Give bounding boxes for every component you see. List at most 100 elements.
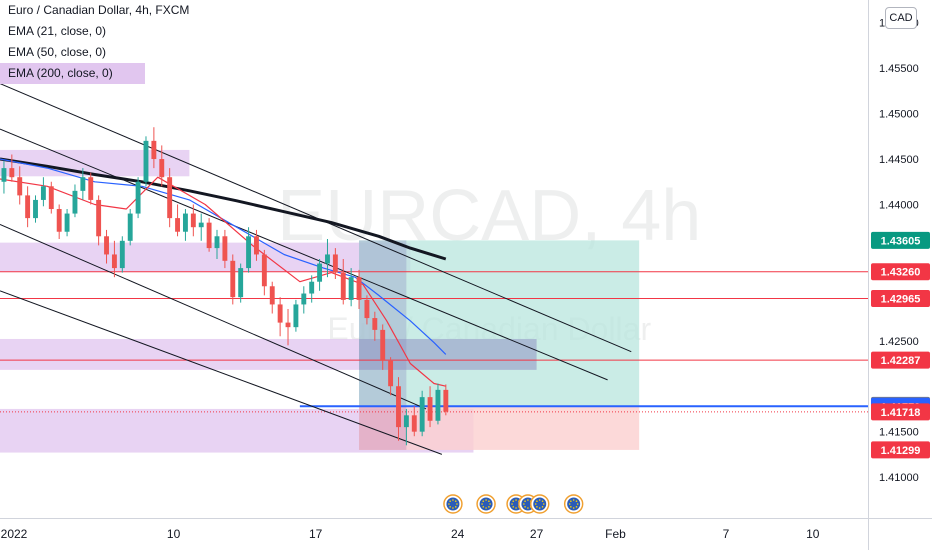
candle-body bbox=[119, 240, 125, 269]
candle-body bbox=[159, 159, 165, 178]
candle-body bbox=[269, 286, 275, 305]
candle bbox=[17, 166, 23, 205]
flag-star bbox=[449, 500, 451, 502]
candle bbox=[325, 239, 330, 278]
candle-body bbox=[25, 195, 31, 219]
candle-body bbox=[198, 222, 204, 228]
candle bbox=[9, 154, 15, 182]
currency-button[interactable]: CAD bbox=[885, 7, 917, 29]
time-tick-label: 17 bbox=[309, 527, 323, 541]
flag-star bbox=[527, 499, 529, 501]
price-badge-label: 1.41718 bbox=[881, 407, 921, 419]
price-tick-label: 1.44500 bbox=[879, 154, 919, 166]
flag-star bbox=[538, 507, 541, 509]
price-badge-bg bbox=[871, 231, 930, 249]
flag-star bbox=[488, 506, 490, 508]
candle-body bbox=[301, 293, 307, 305]
price-tick-label: 1.42500 bbox=[879, 336, 919, 348]
candle bbox=[348, 268, 354, 307]
flag-star bbox=[512, 500, 515, 502]
flag-star bbox=[512, 506, 515, 508]
candle-body bbox=[190, 213, 196, 228]
flag-star bbox=[452, 507, 454, 509]
candle-body bbox=[1, 168, 7, 182]
candle bbox=[411, 406, 417, 437]
candle bbox=[80, 168, 86, 200]
candle bbox=[72, 184, 78, 218]
candle-body bbox=[443, 389, 449, 412]
ema-50-line bbox=[0, 158, 447, 355]
candle bbox=[88, 172, 94, 205]
candle bbox=[277, 297, 283, 337]
ema-200-line bbox=[0, 157, 447, 261]
flag-star bbox=[482, 500, 485, 502]
candle-body bbox=[167, 177, 173, 219]
price-tick-label: 1.41000 bbox=[879, 472, 919, 484]
candle-body bbox=[222, 236, 228, 261]
candle bbox=[364, 295, 370, 325]
flag-star bbox=[481, 503, 483, 505]
candle-body bbox=[96, 199, 102, 237]
price-badge-bg bbox=[871, 263, 930, 281]
flag-star bbox=[452, 499, 454, 501]
candle-body bbox=[277, 304, 283, 323]
candle bbox=[143, 136, 149, 187]
candle bbox=[261, 249, 267, 296]
candle-body bbox=[64, 213, 70, 232]
candle bbox=[419, 390, 425, 437]
candle bbox=[443, 384, 449, 416]
chart-legend: Euro / Canadian Dollar, 4h, FXCM EMA (21… bbox=[0, 0, 189, 84]
candle-body bbox=[356, 277, 362, 300]
price-badge: 1.43260 bbox=[871, 263, 930, 281]
candle-body bbox=[317, 263, 323, 282]
candle bbox=[135, 177, 141, 219]
legend-ema-200[interactable]: EMA (200, close, 0) bbox=[0, 63, 145, 84]
flag-star bbox=[570, 500, 572, 502]
flag-star bbox=[534, 503, 537, 505]
price-badge-label: 1.41299 bbox=[881, 445, 921, 457]
flag-star bbox=[575, 506, 578, 508]
candle bbox=[372, 311, 378, 341]
candle bbox=[25, 186, 31, 228]
flag-star bbox=[523, 503, 525, 505]
candle bbox=[435, 383, 441, 425]
flag-star bbox=[570, 506, 572, 508]
flag-star bbox=[541, 500, 544, 502]
legend-ema-21[interactable]: EMA (21, close, 0) bbox=[8, 24, 107, 38]
candle-body bbox=[72, 190, 78, 214]
flag-star bbox=[482, 506, 485, 508]
candle-body bbox=[214, 236, 220, 249]
flag-star bbox=[536, 506, 538, 508]
candle bbox=[206, 218, 212, 252]
candle bbox=[254, 229, 259, 261]
candle bbox=[380, 324, 386, 370]
time-tick-label: Feb bbox=[605, 527, 626, 541]
flag-star bbox=[536, 500, 538, 502]
channel-line-3 bbox=[0, 290, 443, 455]
flag-star bbox=[524, 500, 526, 502]
zone-overlap bbox=[359, 338, 537, 370]
legend-ema-50[interactable]: EMA (50, close, 0) bbox=[8, 45, 107, 59]
candle bbox=[127, 209, 133, 246]
price-badge: 1.43605 bbox=[871, 231, 930, 249]
flag-star bbox=[572, 499, 575, 501]
flag-star bbox=[485, 507, 487, 509]
time-tick-label: 10 bbox=[806, 527, 820, 541]
flag-star bbox=[541, 506, 544, 508]
candle bbox=[396, 377, 401, 441]
price-tick-label: 1.45000 bbox=[879, 109, 919, 121]
candle bbox=[64, 209, 70, 237]
flag-star bbox=[542, 503, 545, 505]
candle bbox=[269, 281, 275, 314]
candle-body bbox=[104, 236, 109, 255]
supply-demand-zone-1 bbox=[0, 242, 411, 272]
candle-body bbox=[143, 140, 149, 182]
legend-title[interactable]: Euro / Canadian Dollar, 4h, FXCM bbox=[8, 3, 190, 17]
candle bbox=[96, 195, 102, 246]
time-tick-label: 27 bbox=[530, 527, 544, 541]
flag-star bbox=[489, 503, 491, 505]
price-badge-bg bbox=[871, 403, 930, 421]
candle-body bbox=[403, 415, 409, 428]
